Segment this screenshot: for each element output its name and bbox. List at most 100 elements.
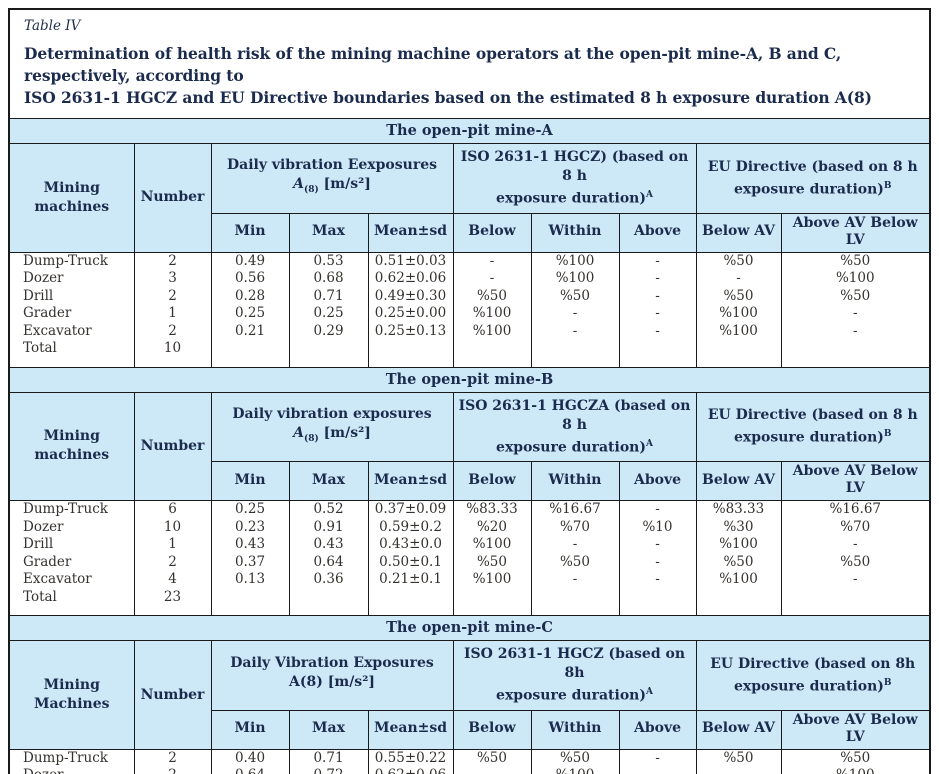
cell-min: 0.64 bbox=[210, 767, 290, 774]
banner-label: The open-pit mine-A bbox=[8, 118, 931, 144]
cell-within: - bbox=[530, 322, 620, 341]
table-row: Drill 2 0.28 0.71 0.49±0.30 %50 %50 - %5… bbox=[8, 287, 931, 306]
section-banner-mine-b: The open-pit mine-B bbox=[8, 366, 931, 393]
cell-max: 0.72 bbox=[288, 767, 369, 774]
cell-mean: 0.50±0.1 bbox=[367, 553, 454, 572]
cell-below: %83.33 bbox=[452, 500, 532, 519]
cell-number: 3 bbox=[133, 270, 212, 288]
cell-mean: 0.21±0.1 bbox=[367, 571, 454, 589]
column-header-max: Max bbox=[288, 709, 369, 750]
cell-max: 0.91 bbox=[288, 518, 369, 537]
cell-number: 1 bbox=[133, 536, 212, 554]
cell-below-av: %100 bbox=[695, 322, 782, 341]
table-row: Excavator 2 0.21 0.29 0.25±0.13 %100 - -… bbox=[8, 322, 931, 341]
cell-above: - bbox=[618, 322, 697, 341]
cell-below: %100 bbox=[452, 536, 532, 554]
cell-below: - bbox=[452, 252, 532, 271]
table-row: Excavator 4 0.13 0.36 0.21±0.1 %100 - - … bbox=[8, 571, 931, 589]
column-header-above-av-below-lv: Above AV Below LV bbox=[780, 709, 931, 750]
column-header-above: Above bbox=[618, 212, 697, 253]
cell-above-av: %70 bbox=[780, 518, 931, 537]
table-row: Dozer 3 0.56 0.68 0.62±0.06 - %100 - - %… bbox=[8, 270, 931, 288]
cell-machine: Dozer bbox=[8, 270, 135, 288]
cell-min: 0.37 bbox=[210, 553, 290, 572]
column-header-below-av: Below AV bbox=[695, 461, 782, 502]
cell-number: 10 bbox=[133, 518, 212, 537]
column-header-below: Below bbox=[452, 212, 532, 253]
cell-above: - bbox=[618, 252, 697, 271]
cell-min: 0.21 bbox=[210, 322, 290, 341]
cell-within: %100 bbox=[530, 270, 620, 288]
cell-machine: Excavator bbox=[8, 322, 135, 341]
cell-above-av: %50 bbox=[780, 252, 931, 271]
banner-label: The open-pit mine-B bbox=[8, 366, 931, 393]
column-header-within: Within bbox=[530, 461, 620, 502]
column-header-min: Min bbox=[210, 212, 290, 253]
cell-number: 2 bbox=[133, 252, 212, 271]
title-block: Table IV Determination of health risk of… bbox=[8, 8, 931, 119]
cell-below: %50 bbox=[452, 749, 532, 768]
cell-above-av: %100 bbox=[780, 767, 931, 774]
cell-below-av: %100 bbox=[695, 571, 782, 589]
cell-number: 2 bbox=[133, 287, 212, 306]
cell-within: %16.67 bbox=[530, 500, 620, 519]
unit-line: A(8) [m/s²] bbox=[293, 425, 371, 444]
cell-machine: Dump-Truck bbox=[8, 252, 135, 271]
cell-above: - bbox=[618, 553, 697, 572]
cell-max: 0.71 bbox=[288, 749, 369, 768]
column-header-above: Above bbox=[618, 709, 697, 750]
cell-below: %100 bbox=[452, 571, 532, 589]
table-row: Grader 2 0.37 0.64 0.50±0.1 %50 %50 - %5… bbox=[8, 553, 931, 572]
cell-min: 0.25 bbox=[210, 500, 290, 519]
cell-above: - bbox=[618, 767, 697, 774]
cell-below-av: %30 bbox=[695, 518, 782, 537]
cell-below-av: %50 bbox=[695, 553, 782, 572]
column-header-number: Number bbox=[133, 640, 212, 750]
cell-below: %100 bbox=[452, 322, 532, 341]
column-header-number: Number bbox=[133, 143, 212, 253]
cell-number: 2 bbox=[133, 767, 212, 774]
cell-machine: Excavator bbox=[8, 571, 135, 589]
cell-within: - bbox=[530, 571, 620, 589]
cell-max: 0.43 bbox=[288, 536, 369, 554]
group-header-eu: EU Directive (based on 8 h exposure dura… bbox=[695, 143, 931, 214]
cell-min: 0.23 bbox=[210, 518, 290, 537]
cell-number: 6 bbox=[133, 500, 212, 519]
cell-within: %100 bbox=[530, 767, 620, 774]
cell-below-av: %50 bbox=[695, 252, 782, 271]
cell-above-av: %50 bbox=[780, 749, 931, 768]
group-header-eu: EU Directive (based on 8h exposure durat… bbox=[695, 640, 931, 711]
cell-machine: Grader bbox=[8, 553, 135, 572]
cell-below-av: - bbox=[695, 270, 782, 288]
cell-above: - bbox=[618, 305, 697, 323]
cell-mean: 0.49±0.30 bbox=[367, 287, 454, 306]
banner-label: The open-pit mine-C bbox=[8, 615, 931, 642]
group-header-iso: ISO 2631-1 HGCZ) (based on 8 h exposure … bbox=[452, 143, 697, 214]
cell-min: 0.25 bbox=[210, 305, 290, 323]
cell-max: 0.53 bbox=[288, 252, 369, 271]
column-header-within: Within bbox=[530, 709, 620, 750]
column-header-above-av-below-lv: Above AV Below LV bbox=[780, 461, 931, 502]
column-header-within: Within bbox=[530, 212, 620, 253]
column-header-mining-machines: Mining machines bbox=[8, 391, 135, 502]
cell-max: 0.64 bbox=[288, 553, 369, 572]
cell-below: %100 bbox=[452, 305, 532, 323]
unit-line: A(8) [m/s²] bbox=[289, 673, 375, 690]
cell-below: %50 bbox=[452, 287, 532, 306]
cell-total-label: Total bbox=[8, 588, 135, 616]
cell-machine: Drill bbox=[8, 536, 135, 554]
table-row: Dump-Truck 2 0.40 0.71 0.55±0.22 %50 %50… bbox=[8, 749, 931, 768]
group-header-daily-vibration: Daily vibration Eexposures A(8) [m/s²] bbox=[210, 143, 454, 214]
column-header-below-av: Below AV bbox=[695, 709, 782, 750]
cell-min: 0.56 bbox=[210, 270, 290, 288]
cell-above-av: - bbox=[780, 322, 931, 341]
cell-below-av: %100 bbox=[695, 305, 782, 323]
column-header-above: Above bbox=[618, 461, 697, 502]
column-header-max: Max bbox=[288, 461, 369, 502]
cell-below: - bbox=[452, 767, 532, 774]
cell-machine: Drill bbox=[8, 287, 135, 306]
cell-within: - bbox=[530, 305, 620, 323]
section-banner-mine-a: The open-pit mine-A bbox=[8, 118, 931, 144]
cell-max: 0.52 bbox=[288, 500, 369, 519]
